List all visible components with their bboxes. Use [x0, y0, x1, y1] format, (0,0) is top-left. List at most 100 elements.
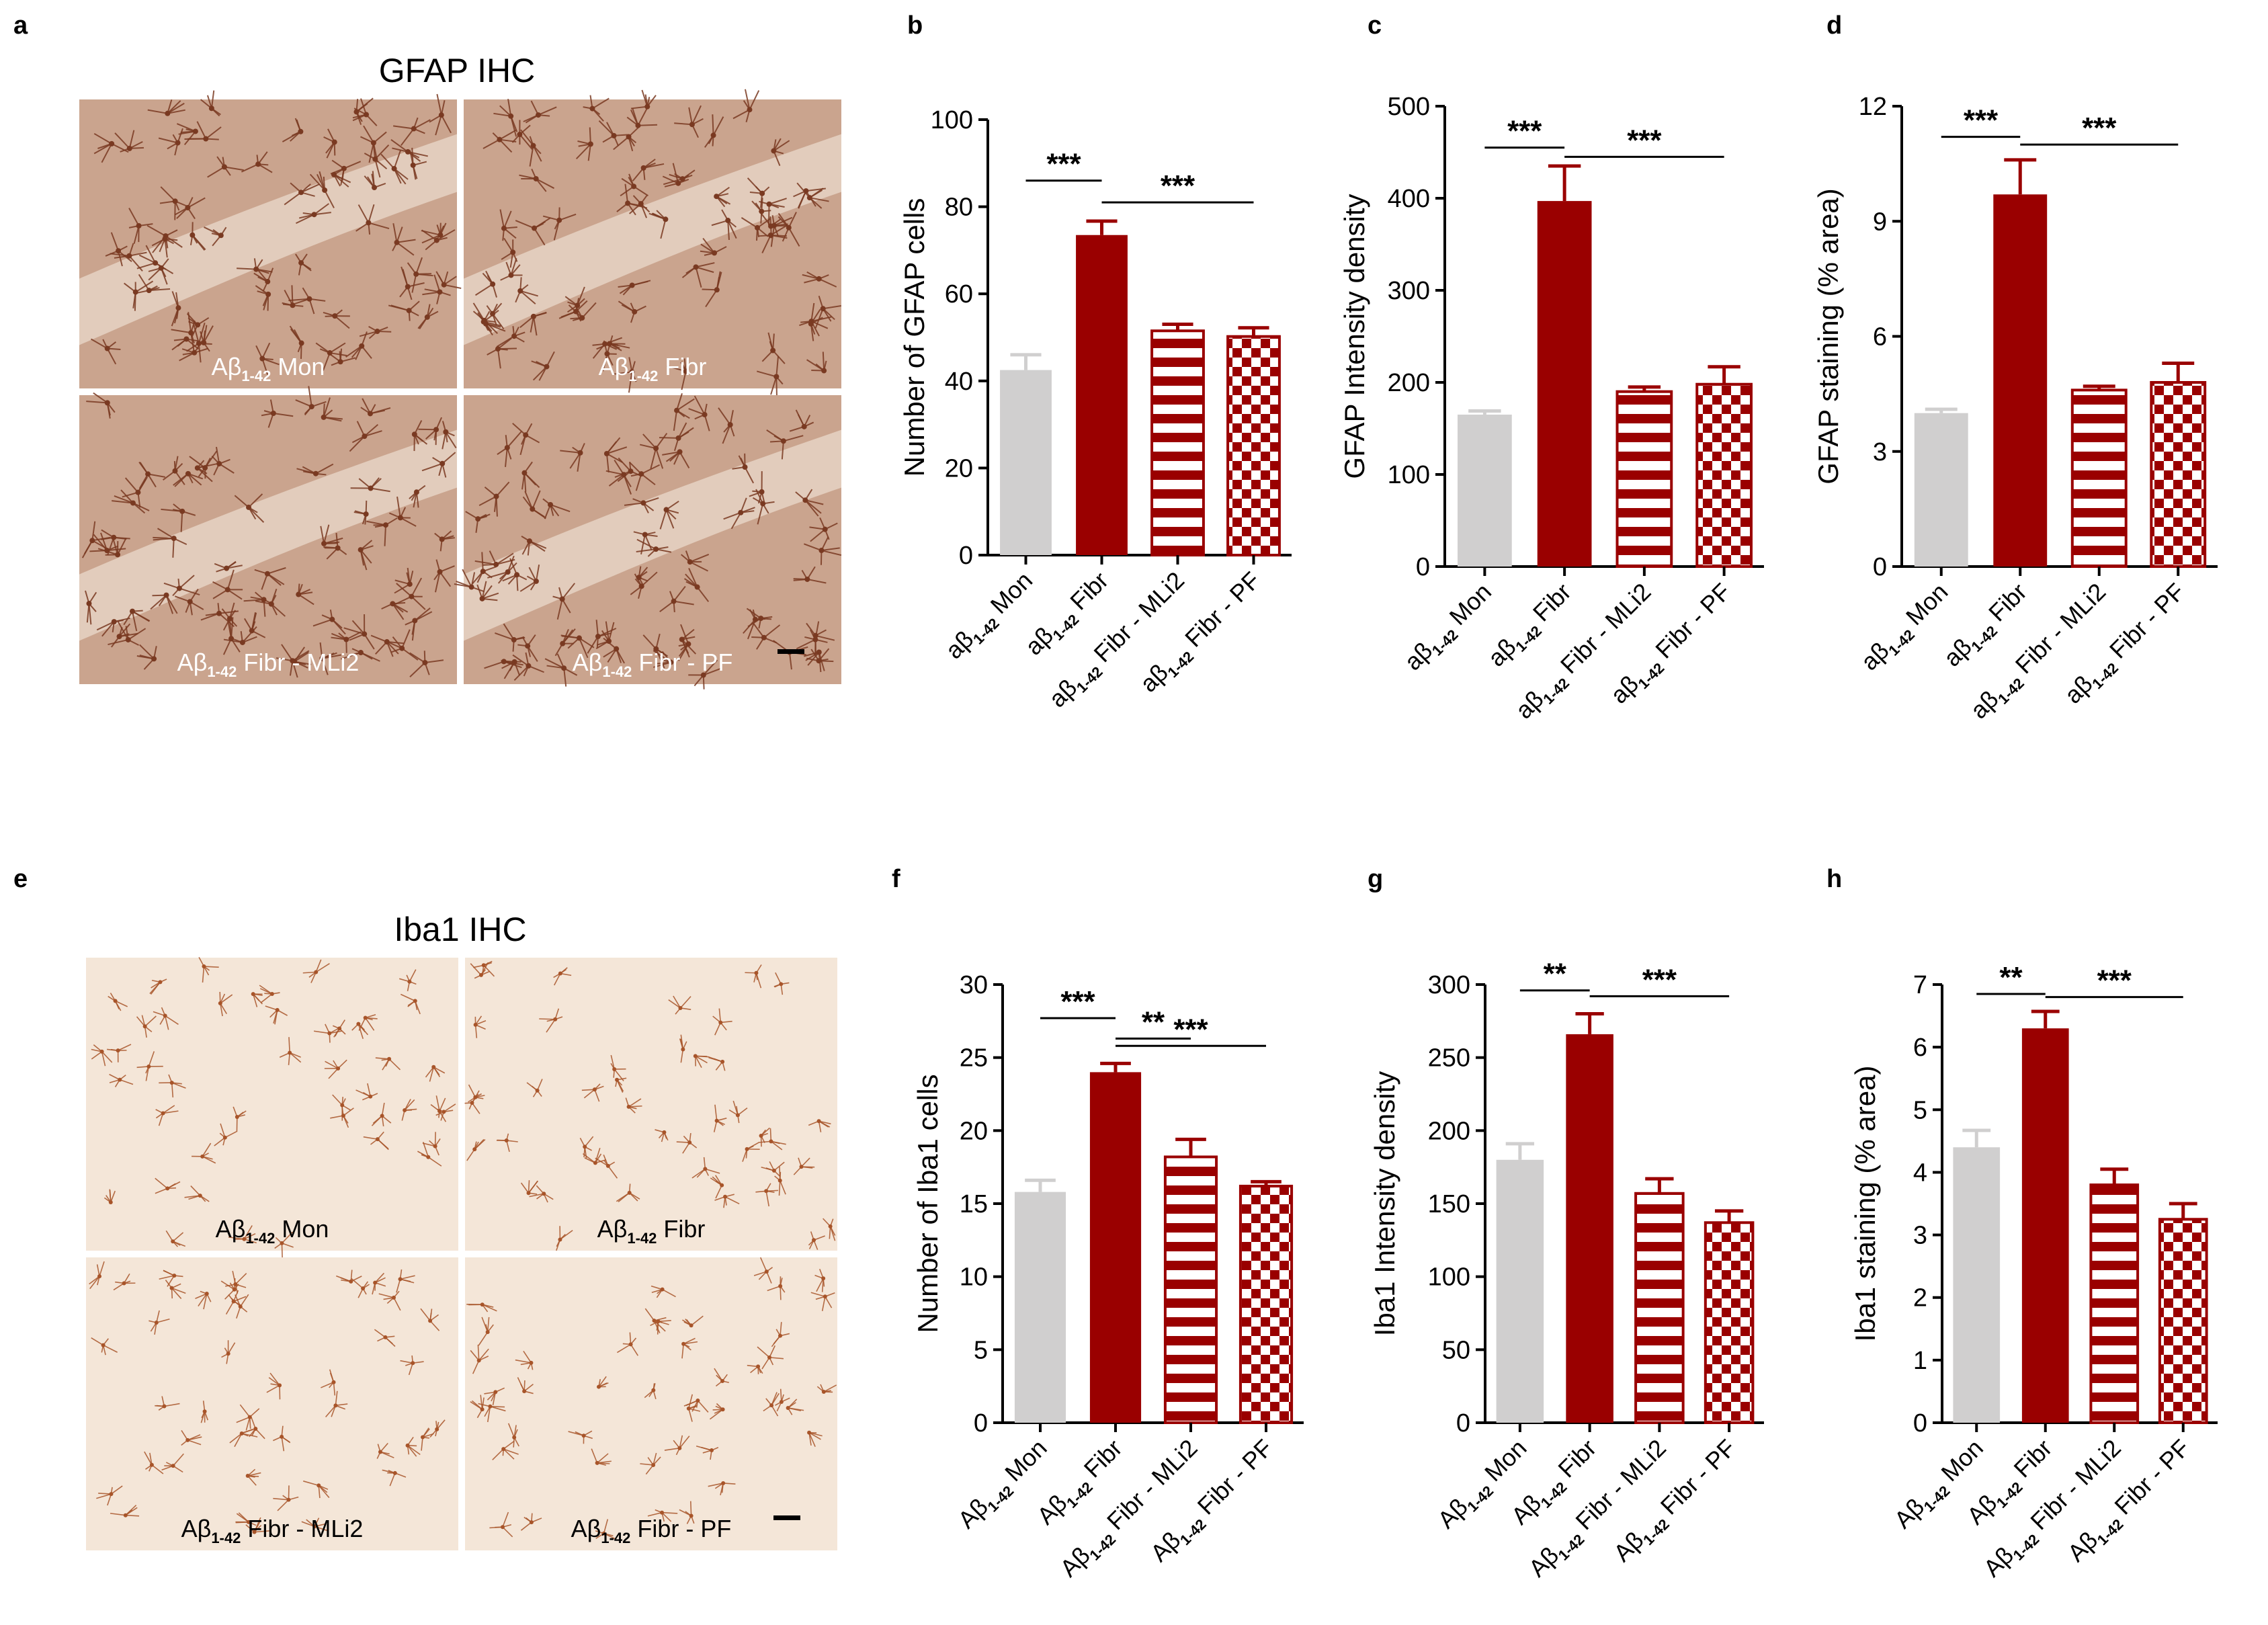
cell-process	[176, 207, 189, 219]
cell-process	[163, 1105, 175, 1114]
cell-process	[421, 462, 443, 472]
cell-process	[97, 548, 118, 556]
cell-process	[755, 964, 762, 974]
cell-process	[660, 219, 667, 239]
cell-process	[758, 618, 762, 629]
cell-process	[409, 491, 417, 499]
cell-process	[492, 313, 505, 330]
cell-process	[503, 237, 514, 253]
cell-process	[325, 1060, 339, 1069]
cell-process	[267, 294, 269, 311]
cell-process	[474, 974, 482, 979]
x-label-main: aβ	[2059, 670, 2098, 709]
cell-process	[487, 1324, 494, 1333]
cell-process	[178, 130, 196, 135]
cell-process	[153, 1011, 165, 1017]
cell-process	[823, 1384, 837, 1392]
cell-process	[679, 996, 691, 1009]
cell-process	[553, 972, 561, 978]
cell-process	[227, 589, 243, 600]
cell-process	[804, 499, 822, 514]
y-tick-label: 20	[945, 454, 973, 483]
cell-process	[298, 593, 314, 606]
cell-process	[475, 1095, 485, 1098]
bar	[1458, 414, 1512, 567]
cell-process	[215, 446, 220, 464]
cell-process	[773, 138, 782, 151]
cell-process	[96, 1493, 112, 1499]
cell-process	[295, 399, 312, 408]
cell-process	[295, 214, 314, 224]
cell-process	[155, 1112, 164, 1119]
cell-process	[822, 351, 825, 371]
cell-process	[133, 225, 140, 244]
cell-process	[519, 284, 529, 292]
cell-process	[621, 177, 634, 188]
cell-process	[323, 524, 330, 544]
cell-process	[374, 1277, 386, 1284]
cell-process	[393, 125, 414, 130]
cell-process	[224, 166, 244, 171]
cell-process	[773, 1161, 785, 1171]
cell-process	[766, 1267, 773, 1272]
cell-process	[385, 1335, 395, 1338]
cell-process	[362, 1288, 367, 1295]
cell-process	[392, 636, 403, 649]
cell-process	[321, 1381, 334, 1388]
cell-process	[193, 324, 200, 344]
cell-process	[241, 163, 259, 173]
cell-process	[302, 971, 317, 974]
cell-process	[365, 1017, 375, 1031]
cell-process	[202, 966, 205, 983]
cell-process	[502, 1526, 513, 1538]
cell-process	[115, 1000, 128, 1007]
cell-process	[93, 534, 108, 551]
cell-process	[546, 351, 555, 368]
cell-process	[823, 1218, 831, 1227]
cell-process	[628, 372, 633, 393]
cell-process	[155, 1188, 168, 1194]
cell-process	[167, 100, 181, 114]
cell-process	[523, 1517, 532, 1523]
cell-process	[775, 376, 778, 397]
cell-process	[503, 227, 517, 239]
cell-process	[730, 512, 742, 530]
cell-process	[439, 565, 455, 573]
cell-process	[811, 321, 829, 329]
cell-process	[413, 161, 427, 166]
cell-process	[235, 1294, 241, 1307]
cell-process	[653, 1452, 657, 1466]
cell-process	[351, 435, 365, 444]
cell-process	[429, 114, 442, 123]
cell-process	[413, 433, 419, 445]
cell-process	[381, 1058, 390, 1061]
cell-process	[187, 473, 202, 486]
cell-process	[616, 649, 625, 664]
significance-label: ***	[1627, 124, 1662, 157]
cell-process	[583, 106, 593, 110]
cell-process	[715, 1061, 723, 1071]
cell-process	[433, 429, 437, 441]
cell-process	[385, 517, 398, 526]
cell-process	[332, 1025, 340, 1030]
cell-process	[152, 594, 167, 597]
cell-process	[251, 621, 256, 631]
cell-process	[503, 210, 512, 229]
cell-process	[771, 1392, 780, 1406]
cell-process	[343, 161, 362, 169]
cell-process	[200, 612, 220, 621]
cell-process	[818, 1121, 822, 1132]
cell-process	[703, 667, 721, 676]
stained-cells	[90, 90, 462, 376]
cell-process	[761, 1357, 770, 1370]
cell-process	[350, 1276, 362, 1282]
cell-process	[370, 1093, 378, 1097]
cell-process	[815, 1296, 826, 1300]
cell-process	[550, 504, 560, 517]
cell-process	[810, 1231, 814, 1241]
cell-process	[729, 424, 735, 437]
cell-process	[778, 212, 790, 228]
cell-process	[513, 1437, 519, 1447]
cell-process	[433, 571, 441, 581]
cell-process	[220, 226, 227, 236]
